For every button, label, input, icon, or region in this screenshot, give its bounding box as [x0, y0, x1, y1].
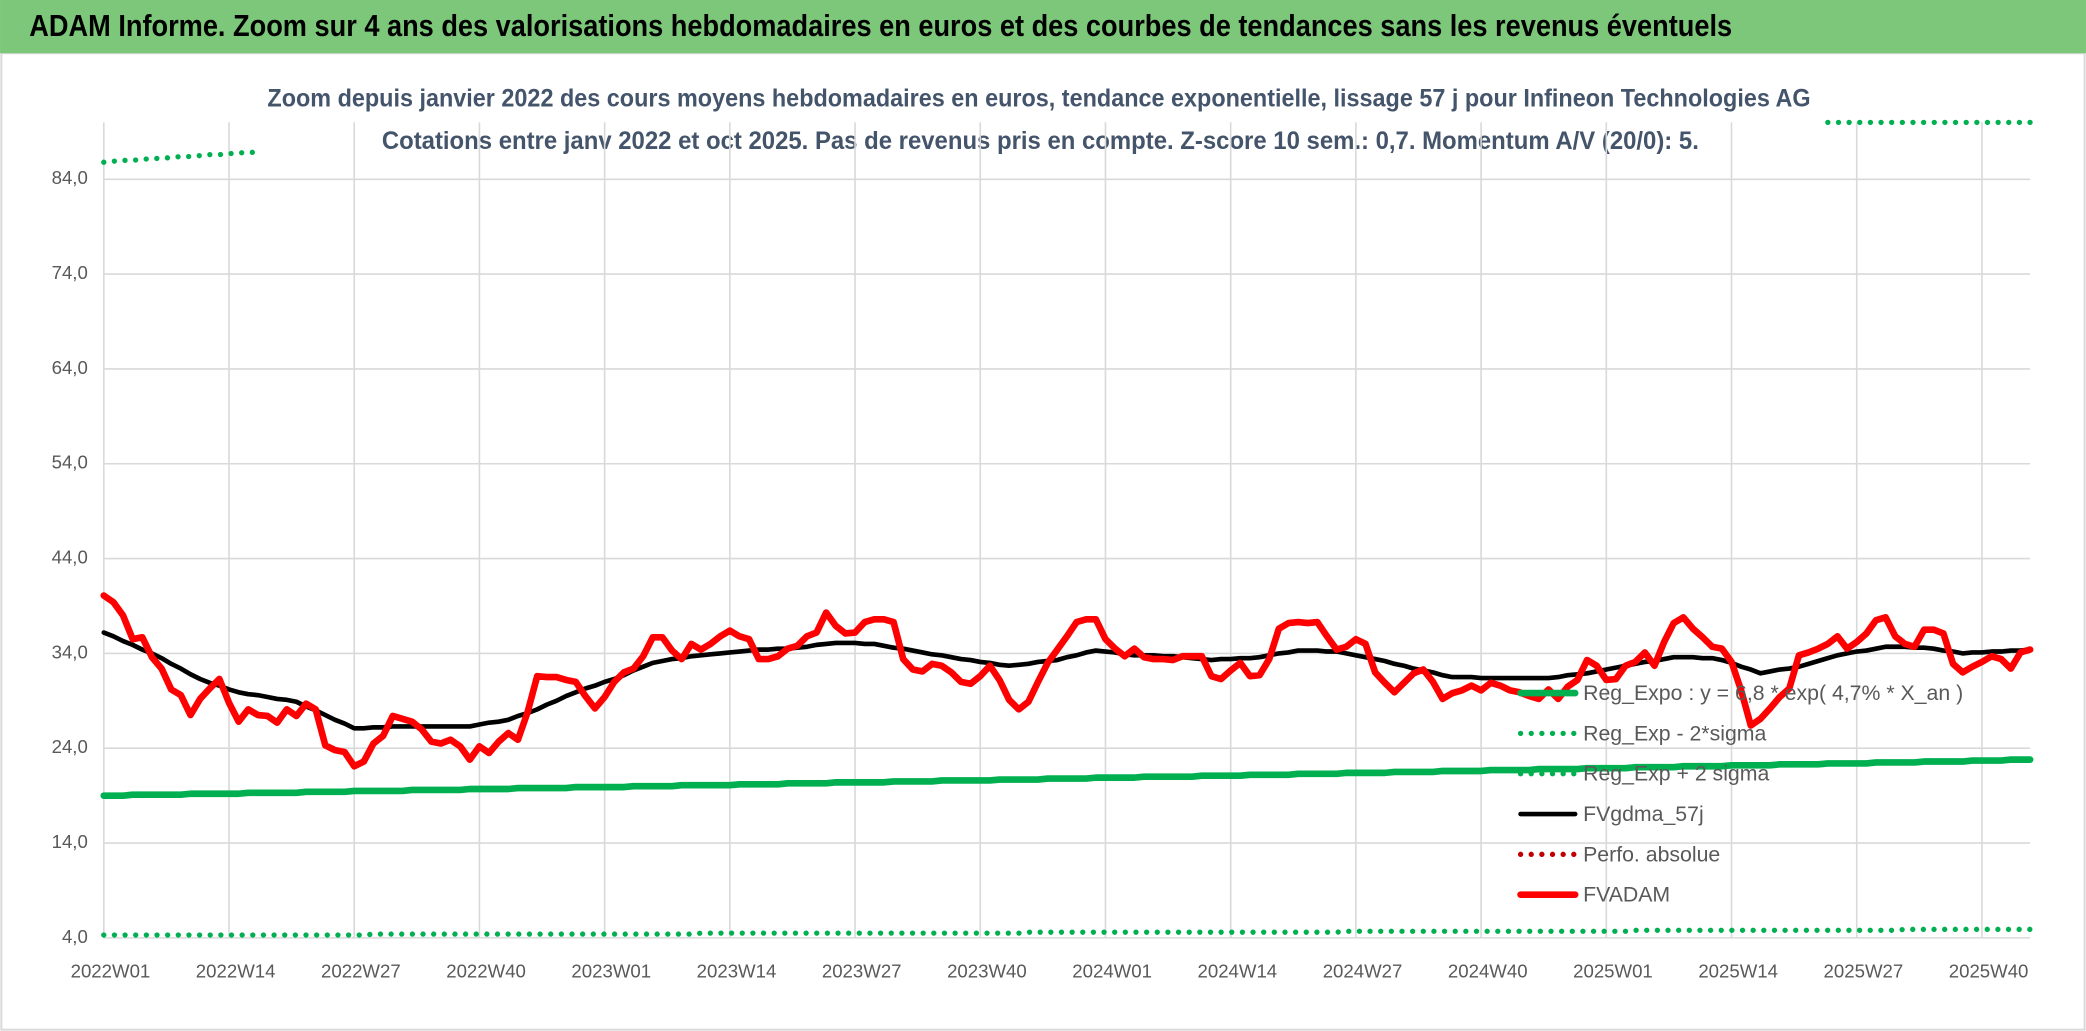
legend-label: FVgdma_57j: [1583, 802, 1704, 826]
y-tick-label: 34,0: [52, 641, 88, 662]
y-tick-label: 14,0: [52, 831, 88, 852]
series-line: [100, 592, 2034, 770]
legend-label: FVADAM: [1583, 883, 1670, 907]
x-tick-label: 2025W40: [1949, 960, 2029, 981]
series-line: [101, 630, 2033, 731]
x-tick-label: 2023W40: [947, 960, 1027, 981]
x-tick-label: 2024W01: [1072, 960, 1152, 981]
y-tick-label: 54,0: [52, 452, 88, 473]
x-tick-label: 2025W01: [1573, 960, 1653, 981]
chart-subtitle: Cotations entre janv 2022 et oct 2025. P…: [382, 127, 1699, 155]
x-tick-label: 2024W27: [1323, 960, 1403, 981]
x-tick-label: 2022W27: [321, 960, 401, 981]
legend-label: Perfo. absolue: [1583, 842, 1720, 866]
y-tick-label: 64,0: [52, 357, 88, 378]
plot-lines: [100, 119, 2034, 938]
x-tick-label: 2023W27: [822, 960, 902, 981]
banner-title: ADAM Informe. Zoom sur 4 ans des valoris…: [29, 9, 1732, 43]
legend-label: Reg_Exp - 2*sigma: [1583, 721, 1766, 745]
chart-title: Zoom depuis janvier 2022 des cours moyen…: [267, 84, 1810, 112]
x-tick-label: 2025W27: [1824, 960, 1904, 981]
series-line: [101, 926, 2033, 938]
y-tick-label: 74,0: [52, 262, 88, 283]
legend-label: Reg_Exp + 2 sigma: [1583, 762, 1769, 786]
x-tick-label: 2023W14: [697, 960, 777, 981]
banner: [0, 0, 2086, 54]
x-tick-label: 2025W14: [1698, 960, 1778, 981]
y-tick-label: 84,0: [52, 167, 88, 188]
x-tick-label: 2022W01: [71, 960, 151, 981]
series-line: [100, 756, 2034, 799]
y-tick-label: 4,0: [62, 926, 88, 947]
x-tick-label: 2023W01: [571, 960, 651, 981]
y-tick-label: 24,0: [52, 736, 88, 757]
series-line: [101, 119, 2033, 165]
grid: [102, 122, 2031, 939]
x-tick-label: 2024W40: [1448, 960, 1528, 981]
x-tick-label: 2022W14: [196, 960, 276, 981]
x-tick-label: 2022W40: [446, 960, 526, 981]
legend-label: Reg_Expo : y = 6,8 * exp( 4,7% * X_an ): [1583, 681, 1963, 705]
y-tick-label: 44,0: [52, 547, 88, 568]
x-tick-label: 2024W14: [1197, 960, 1277, 981]
legend: Reg_Expo : y = 6,8 * exp( 4,7% * X_an ) R…: [1517, 681, 1963, 907]
